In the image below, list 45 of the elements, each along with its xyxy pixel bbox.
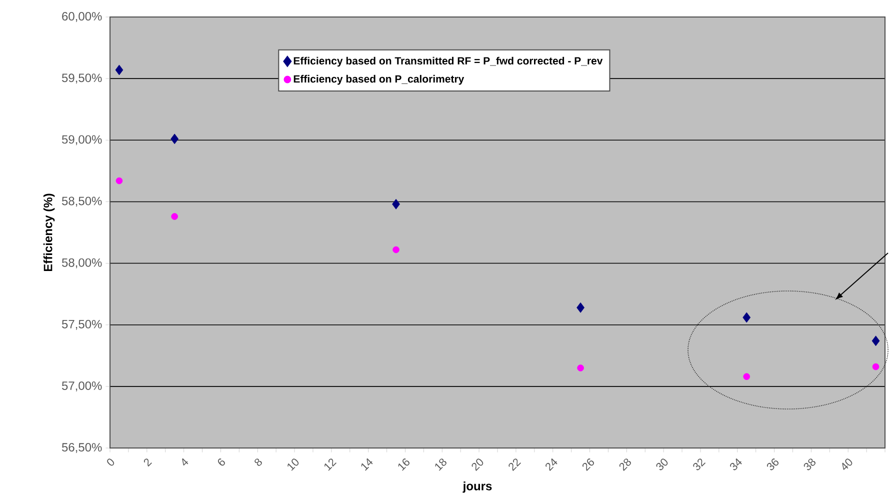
y-tick-label: 60,00% xyxy=(62,12,102,22)
point xyxy=(872,336,880,346)
x-tick-label: 14 xyxy=(361,458,373,471)
legend-label: Efficiency based on Transmitted RF = P_fwd corrected - P_rev xyxy=(294,56,603,67)
x-tick-label: 20 xyxy=(472,458,484,471)
y-tick-label: 57,50% xyxy=(62,320,102,330)
x-tick-label: 22 xyxy=(508,458,521,471)
point xyxy=(116,177,123,184)
y-tick-label: 56,50% xyxy=(62,443,102,453)
x-tick-label: 40 xyxy=(842,458,852,470)
y-tick-label: 59,00% xyxy=(62,135,102,146)
x-tick-label: 16 xyxy=(398,458,410,471)
x-tick-label: 26 xyxy=(582,458,594,471)
x-tick-label: 34 xyxy=(730,458,742,470)
point xyxy=(872,363,880,370)
point xyxy=(392,198,400,210)
point xyxy=(577,364,584,372)
point xyxy=(115,64,124,76)
x-tick-label: 28 xyxy=(619,458,631,471)
point xyxy=(576,302,584,313)
x-tick-label: 18 xyxy=(435,458,446,471)
point xyxy=(171,213,178,220)
x-tick-label: 30 xyxy=(656,458,668,470)
x-tick-label: 6 xyxy=(218,458,225,466)
x-tick-label: 24 xyxy=(546,458,558,471)
point xyxy=(743,373,750,380)
point xyxy=(742,312,751,323)
x-tick-label: 0 xyxy=(107,458,114,466)
x-tick-label: 8 xyxy=(254,458,262,466)
y-tick-label: 57,00% xyxy=(62,381,102,392)
x-tick-label: 36 xyxy=(766,458,779,470)
x-tick-label: 32 xyxy=(693,458,706,470)
x-tick-label: 12 xyxy=(324,458,336,471)
legend-label: Efficiency based on P_calorimetry xyxy=(294,74,464,85)
x-tick-label: 2 xyxy=(144,458,152,467)
x-axis-title: jours xyxy=(462,482,492,493)
y-tick-label: 59,50% xyxy=(62,74,102,84)
x-tick-label: 4 xyxy=(182,458,188,466)
y-axis-title: Efficiency (%) xyxy=(43,194,55,272)
y-tick-label: 58,50% xyxy=(62,196,102,207)
y-tick-label: 58,00% xyxy=(62,258,102,268)
point xyxy=(170,134,179,144)
point xyxy=(392,246,400,254)
x-tick-label: 38 xyxy=(804,458,816,470)
x-tick-label: 10 xyxy=(288,458,299,471)
